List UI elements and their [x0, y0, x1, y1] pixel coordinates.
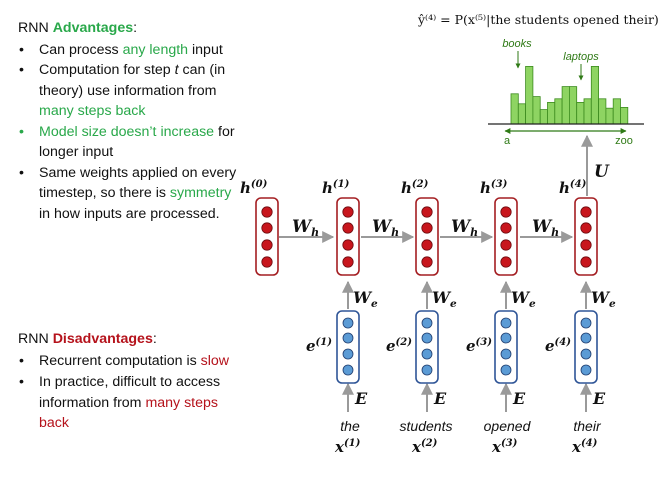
hidden-label-3: h(3) [480, 179, 508, 197]
vocab-start-label: a [504, 135, 511, 147]
disadvantages-panel: RNN Disadvantages: Recurrent computation… [18, 329, 238, 435]
annotation-laptops: laptops [563, 51, 599, 63]
hidden-state-4 [574, 197, 598, 276]
input-token-label-2: x(2) [411, 438, 438, 456]
advantages-heading: RNN Advantages: [18, 20, 138, 36]
input-weight-label: E [354, 389, 368, 408]
recurrent-weight-label: Wh [451, 217, 478, 239]
hidden-state-2 [415, 197, 439, 276]
disadvantage-item: In practice, difficult to access informa… [18, 372, 238, 434]
recurrent-weight-label: Wh [372, 217, 399, 239]
annotation-books: books [502, 38, 532, 50]
output-probability-formula: ŷ⁽⁴⁾ = P(x⁽⁵⁾|the students opened their) [417, 12, 659, 27]
input-word-1: the [340, 418, 360, 434]
embedding-label-4: e(4) [545, 337, 571, 355]
embedding-1 [336, 310, 360, 384]
advantage-item: Same weights applied on every timestep, … [18, 163, 238, 225]
embed-weight-label: We [511, 288, 536, 310]
embedding-2 [415, 310, 439, 384]
hidden-label-2: h(2) [401, 179, 429, 197]
histogram-bar [612, 98, 621, 125]
advantage-item: Can process any length input [18, 40, 238, 61]
output-distribution-histogram [510, 66, 629, 125]
histogram-bar [605, 107, 614, 125]
input-token-label-3: x(3) [491, 438, 518, 456]
input-token-label-4: x(4) [571, 438, 598, 456]
disadvantages-list: Recurrent computation is slow In practic… [18, 351, 238, 434]
histogram-bar [583, 98, 592, 125]
input-word-2: students [400, 418, 453, 434]
embedding-3 [494, 310, 518, 384]
disadvantages-heading: RNN Disadvantages: [18, 331, 157, 347]
histogram-bar [539, 109, 548, 125]
hidden-state-3 [494, 197, 518, 276]
advantages-list: Can process any length input Computation… [18, 40, 238, 225]
histogram-bar [590, 66, 599, 125]
histogram-bar [576, 102, 585, 125]
input-word-3: opened [484, 418, 532, 434]
input-weight-label: E [433, 389, 447, 408]
histogram-bar [620, 107, 629, 125]
hidden-state-1 [336, 197, 360, 276]
histogram-bar [517, 103, 526, 125]
histogram-bar [532, 96, 541, 125]
vocab-end-label: zoo [615, 135, 633, 147]
advantages-panel: RNN Advantages: Can process any length i… [18, 18, 238, 224]
embedding-label-1: e(1) [306, 337, 332, 355]
disadvantage-item: Recurrent computation is slow [18, 351, 238, 372]
recurrent-weight-label: Wh [292, 217, 319, 239]
input-token-label-1: x(1) [334, 438, 361, 456]
hidden-label-1: h(1) [322, 179, 350, 197]
histogram-bar [525, 66, 534, 125]
embed-weight-label: We [591, 288, 616, 310]
histogram-bar [569, 86, 578, 125]
hidden-state-0 [255, 197, 279, 276]
histogram-bar [547, 102, 556, 125]
embedding-label-2: e(2) [386, 337, 412, 355]
recurrent-weight-label: Wh [532, 217, 559, 239]
advantage-item: Computation for step t can (in theory) u… [18, 60, 238, 122]
histogram-bar [554, 98, 563, 125]
input-word-4: their [573, 418, 602, 434]
input-weight-label: E [512, 389, 526, 408]
embed-weight-label: We [353, 288, 378, 310]
embed-weight-label: We [432, 288, 457, 310]
embedding-label-3: e(3) [466, 337, 492, 355]
input-weight-label: E [592, 389, 606, 408]
embedding-4 [574, 310, 598, 384]
hidden-label-0: h(0) [240, 179, 268, 197]
histogram-bar [561, 86, 570, 125]
histogram-bar [598, 98, 607, 125]
advantage-item: Model size doesn’t increase for longer i… [18, 122, 238, 163]
histogram-bar [510, 93, 519, 125]
hidden-label-4: h(4) [559, 179, 587, 197]
output-weight-label: U [594, 162, 610, 182]
